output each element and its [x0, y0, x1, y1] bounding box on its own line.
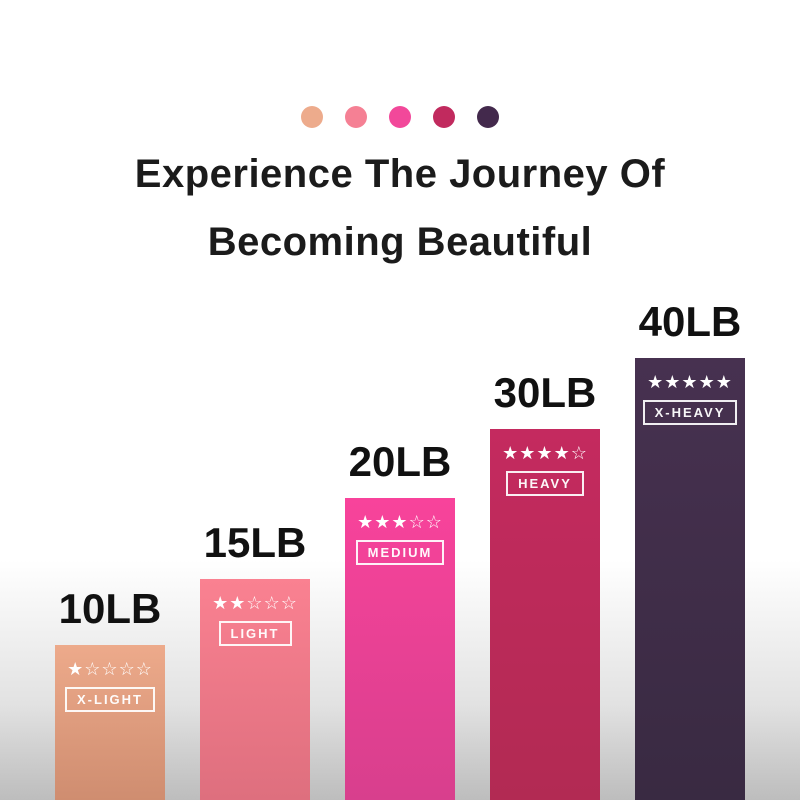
bar-20lb-medium: 20LB ★★★☆☆ MEDIUM	[345, 438, 455, 800]
palette-dot-x-light	[301, 106, 323, 128]
palette-dot-light	[345, 106, 367, 128]
level-badge: X-LIGHT	[65, 687, 155, 712]
weight-label: 15LB	[203, 519, 307, 566]
star-rating-icon: ★☆☆☆☆	[67, 659, 153, 679]
page-title-line2: Becoming Beautiful	[207, 220, 593, 264]
weight-label: 40LB	[638, 298, 742, 345]
bar-10lb-x-light: 10LB ★☆☆☆☆ X-LIGHT	[55, 585, 165, 800]
weight-label: 20LB	[348, 438, 452, 485]
level-badge: MEDIUM	[355, 540, 445, 565]
bar-40lb-x-heavy: 40LB ★★★★★ X-HEAVY	[635, 298, 745, 800]
bar-30lb-heavy: 30LB ★★★★☆ HEAVY	[490, 369, 600, 800]
weight-label: 30LB	[493, 369, 597, 416]
star-rating-icon: ★★★★★	[647, 372, 733, 392]
palette-dot-medium	[389, 106, 411, 128]
palette-dot-x-heavy	[477, 106, 499, 128]
star-rating-icon: ★★★☆☆	[357, 512, 443, 532]
weight-label: 10LB	[58, 585, 162, 632]
level-badge: LIGHT	[218, 621, 292, 646]
color-palette-dots	[0, 106, 800, 128]
page-title-line1: Experience The Journey Of	[134, 152, 666, 196]
star-rating-icon: ★★★★☆	[502, 443, 588, 463]
star-rating-icon: ★★☆☆☆	[212, 593, 298, 613]
bar-15lb-light: 15LB ★★☆☆☆ LIGHT	[200, 519, 310, 800]
level-badge: X-HEAVY	[642, 400, 738, 425]
level-badge: HEAVY	[506, 471, 584, 496]
palette-dot-heavy	[433, 106, 455, 128]
